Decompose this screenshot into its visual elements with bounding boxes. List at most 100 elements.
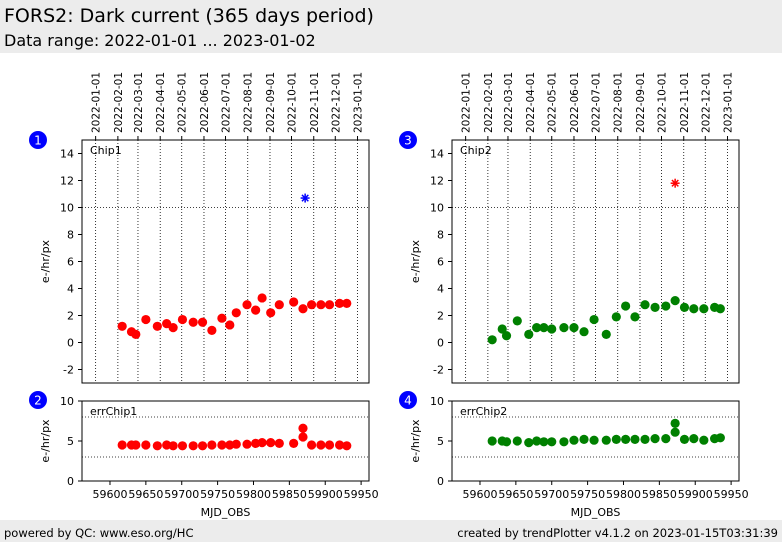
x-axis-label: MJD_OBS [201,506,251,519]
data-point [231,439,241,449]
panel-badge-number: 3 [404,134,412,148]
panel-badge [29,391,47,409]
data-point [334,440,345,450]
date-tick-label: 2022-09-01 [265,72,277,133]
data-point [242,439,252,449]
x-tick-label: 59950 [344,488,379,501]
data-point [512,316,522,326]
data-point [188,317,198,327]
data-point [487,335,497,345]
data-point [670,418,680,428]
header-bar: FORS2: Dark current (365 days period) Da… [0,0,782,53]
y-tick-label: 10 [430,395,444,408]
data-point [257,293,267,303]
data-point [298,304,308,314]
panel-badge [399,131,417,149]
date-tick-label: 2022-06-01 [569,72,581,133]
data-point [501,437,512,447]
y-tick-label: 5 [67,435,74,448]
footer-bar: powered by QC: www.eso.org/HC created by… [0,520,782,542]
x-tick-label: 59600 [462,488,497,501]
x-tick-label: 59600 [92,488,127,501]
date-tick-label: 2022-05-01 [547,72,559,133]
data-point [715,304,725,314]
data-point [559,323,569,333]
data-point [679,434,690,444]
data-point [168,323,178,333]
data-point [650,434,660,444]
y-tick-label: 10 [60,395,74,408]
data-point [512,436,522,446]
data-point [217,313,227,323]
data-point [689,304,699,314]
date-tick-label: 2022-10-01 [287,72,299,133]
y-tick-label: 2 [437,310,444,323]
date-tick-label: 2022-11-01 [679,72,691,133]
x-tick-label: 59800 [606,488,641,501]
x-tick-label: 59650 [128,488,163,501]
y-tick-label: 12 [60,175,74,188]
date-tick-label: 2022-11-01 [309,72,321,133]
data-point [579,434,589,444]
x-tick-label: 59900 [308,488,343,501]
data-point [630,434,640,444]
x-tick-label: 59750 [570,488,605,501]
panel-badge [399,391,417,409]
panel-label: Chip1 [90,144,122,157]
data-point [670,296,680,306]
date-tick-label: 2023-01-01 [353,72,365,133]
data-point [715,433,725,443]
data-point [188,441,198,451]
date-tick-label: 2022-07-01 [221,72,233,133]
data-point [342,298,352,308]
date-tick-label: 2022-05-01 [177,72,189,133]
y-tick-label: 8 [437,229,444,242]
data-point [650,302,660,312]
date-tick-label: 2022-08-01 [613,72,625,133]
data-range-subtitle: Data range: 2022-01-01 ... 2023-01-02 [4,31,316,50]
panel-badge-number: 2 [34,394,42,408]
data-point [589,435,599,445]
data-point [274,438,284,448]
x-tick-label: 59700 [164,488,199,501]
y-tick-label: 4 [67,283,74,296]
data-point [257,438,267,448]
data-point [630,312,640,322]
y-tick-label: 14 [60,148,74,161]
data-point [177,441,188,451]
x-tick-label: 59850 [642,488,677,501]
date-tick-label: 2022-02-01 [483,72,495,133]
x-tick-label: 59850 [272,488,307,501]
data-point [117,440,127,450]
data-point [207,440,217,450]
data-point [197,317,208,327]
data-point [699,435,709,445]
data-point [689,434,699,444]
data-point [168,441,178,451]
data-point [661,301,671,311]
data-point [225,320,235,330]
y-tick-label: 14 [430,148,444,161]
data-point [640,434,650,444]
date-tick-label: 2022-01-01 [461,72,473,133]
data-point [621,434,631,444]
date-tick-label: 2022-12-01 [700,72,712,133]
data-point [670,427,680,437]
data-point [640,300,650,310]
y-tick-label: 0 [437,337,444,350]
data-point [131,329,141,339]
data-point [141,440,151,450]
panel-badge-number: 1 [34,134,42,148]
date-tick-label: 2022-12-01 [330,72,342,133]
data-point [524,329,534,339]
data-point [274,300,284,310]
data-point [298,423,308,433]
y-axis-label: e-/hr/px [39,419,52,463]
data-point [141,314,151,325]
y-tick-label: 0 [67,337,74,350]
data-point [589,314,599,325]
date-tick-label: 2022-09-01 [635,72,647,133]
page-title: FORS2: Dark current (365 days period) [4,5,374,27]
y-tick-label: 4 [437,283,444,296]
